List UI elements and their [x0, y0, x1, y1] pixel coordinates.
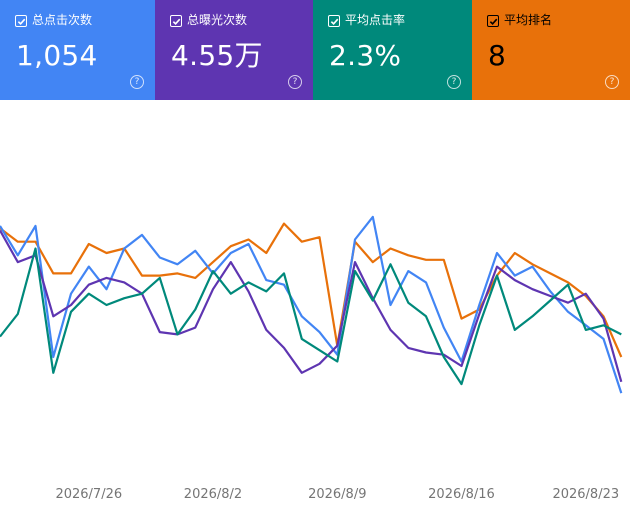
- metric-label: 平均排名: [504, 13, 553, 27]
- x-tick-label: 2026/8/23: [552, 487, 619, 502]
- series-line-1: [0, 215, 623, 394]
- checkbox-checked-icon[interactable]: [328, 15, 340, 27]
- metric-value: 8: [488, 39, 507, 72]
- x-tick-label: 2026/8/9: [308, 487, 366, 502]
- series-lines: [0, 215, 623, 394]
- metric-value: 1,054: [16, 39, 98, 72]
- metric-cards: 总点击次数 1,054 ? 总曝光次数 4.55万 ? 平均点击率 2.3% ?…: [0, 0, 630, 100]
- help-icon[interactable]: ?: [288, 75, 302, 89]
- performance-line-chart: 2026/7/26 2026/8/2 2026/8/9 2026/8/16 2026/8…: [0, 215, 623, 502]
- x-tick-label: 2026/7/26: [55, 487, 122, 502]
- series-line-3: [0, 247, 622, 386]
- metric-label: 总曝光次数: [187, 13, 248, 27]
- metric-card-impressions[interactable]: 总曝光次数 4.55万 ?: [155, 0, 313, 100]
- metric-card-ctr[interactable]: 平均点击率 2.3% ?: [313, 0, 472, 100]
- x-tick-label: 2026/8/16: [428, 487, 495, 502]
- help-icon[interactable]: ?: [130, 75, 144, 89]
- checkbox-checked-icon[interactable]: [15, 15, 27, 27]
- help-icon[interactable]: ?: [447, 75, 461, 89]
- metric-value: 4.55万: [171, 39, 263, 72]
- metric-label: 总点击次数: [32, 13, 93, 27]
- checkbox-checked-icon[interactable]: [487, 15, 499, 27]
- checkbox-checked-icon[interactable]: [170, 15, 182, 27]
- metric-card-clicks[interactable]: 总点击次数 1,054 ?: [0, 0, 155, 100]
- x-axis-tick-labels: 2026/7/26 2026/8/2 2026/8/9 2026/8/16 2026/8…: [55, 487, 619, 502]
- metric-label: 平均点击率: [345, 13, 406, 27]
- metric-card-position[interactable]: 平均排名 8 ?: [472, 0, 630, 100]
- metric-value: 2.3%: [329, 39, 402, 72]
- help-icon[interactable]: ?: [605, 75, 619, 89]
- x-tick-label: 2026/8/2: [184, 487, 242, 502]
- series-line-2: [0, 229, 623, 383]
- series-line-0: [0, 222, 623, 358]
